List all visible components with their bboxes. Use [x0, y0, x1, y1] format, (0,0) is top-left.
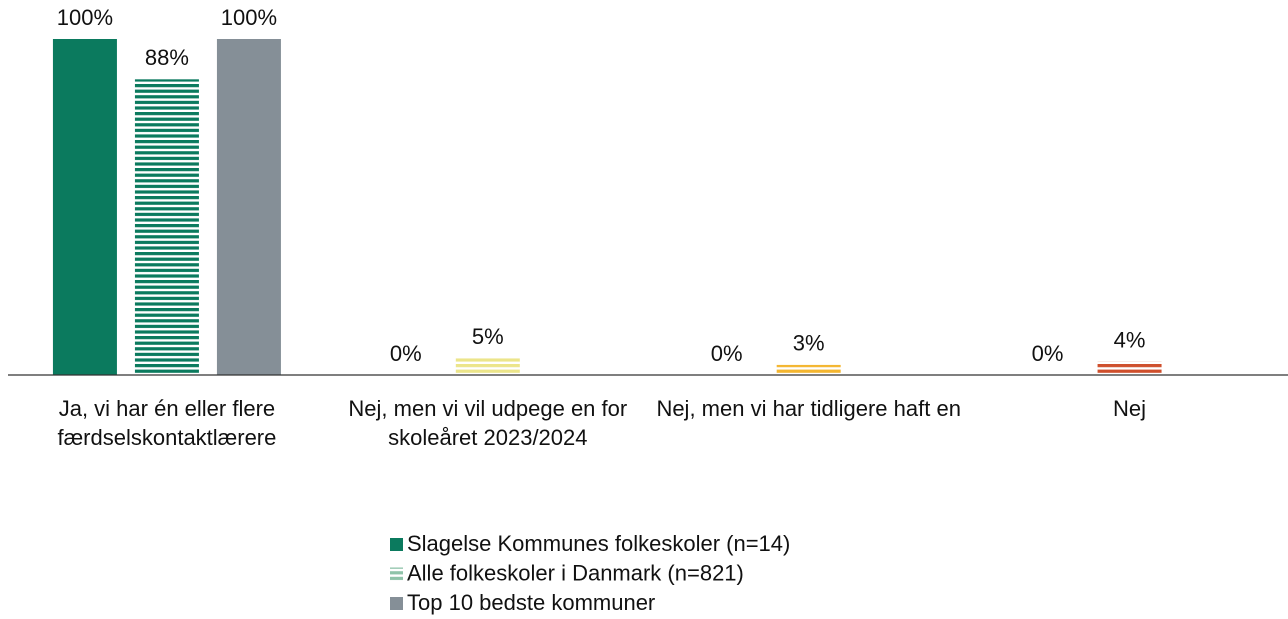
- data-label: 0%: [1032, 341, 1064, 366]
- legend-label: Slagelse Kommunes folkeskoler (n=14): [407, 531, 790, 556]
- x-tick-label: Nej: [1113, 396, 1147, 421]
- data-label: 0%: [711, 341, 743, 366]
- bar: [52, 39, 117, 375]
- bar: [776, 364, 841, 375]
- x-tick-label: Nej, men vi har tidligere haft en: [656, 396, 961, 421]
- data-label: 3%: [793, 331, 825, 356]
- bar: [455, 358, 520, 375]
- data-label: 5%: [472, 324, 504, 349]
- data-label: 4%: [1114, 327, 1146, 352]
- x-tick-label: Nej, men vi vil udpege en for skoleåret …: [348, 396, 628, 450]
- x-tick-label: Ja, vi har én eller flere færdselskontak…: [57, 396, 277, 450]
- bar: [134, 79, 199, 375]
- data-label: 100%: [221, 5, 277, 30]
- legend-label: Top 10 bedste kommuner: [407, 590, 655, 615]
- legend-swatch: [390, 567, 403, 581]
- legend-label: Alle folkeskoler i Danmark (n=821): [407, 560, 744, 585]
- data-label: 100%: [57, 5, 113, 30]
- legend-swatch: [390, 597, 403, 610]
- data-label: 0%: [390, 341, 422, 366]
- data-label: 88%: [145, 45, 189, 70]
- bar: [1097, 361, 1162, 375]
- bar: [216, 39, 281, 375]
- legend-swatch: [390, 538, 403, 551]
